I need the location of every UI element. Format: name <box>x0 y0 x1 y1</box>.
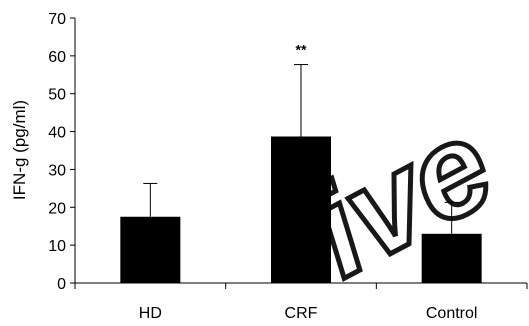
x-tick-label: HD <box>139 305 162 322</box>
x-tick-label: CRF <box>285 305 318 322</box>
significance-annotation: ** <box>296 42 307 58</box>
x-axis: HD CRF Control <box>74 282 528 322</box>
x-tick-label: Control <box>426 305 478 322</box>
y-axis: 0 10 20 30 40 50 60 70 <box>48 11 76 293</box>
bar-hd <box>120 216 181 283</box>
y-tick-label: 70 <box>48 11 66 28</box>
y-tick-label: 50 <box>48 87 66 104</box>
y-tick-label: 60 <box>48 49 66 66</box>
y-tick-label: 30 <box>48 162 66 179</box>
y-tick-label: 10 <box>48 238 66 255</box>
bars: ** <box>120 42 482 283</box>
y-tick-label: 0 <box>57 276 66 293</box>
y-tick-label: 20 <box>48 200 66 217</box>
y-axis-title: IFN-g (pg/ml) <box>10 100 29 200</box>
bar-control <box>421 233 482 283</box>
bar-crf <box>271 136 331 283</box>
y-tick-label: 40 <box>48 125 66 142</box>
